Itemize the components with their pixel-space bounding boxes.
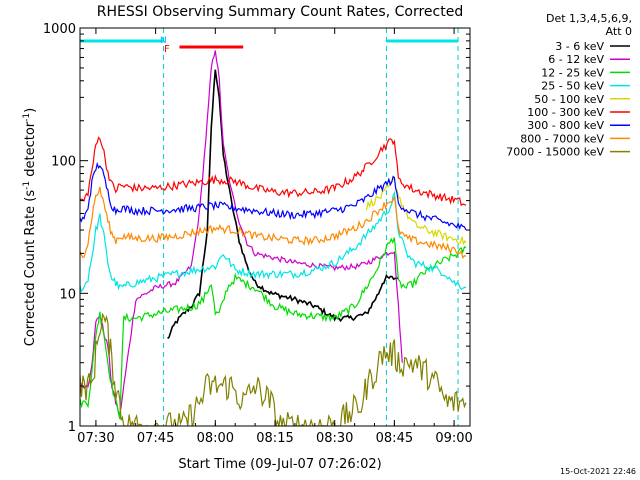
legend-label: 6 - 12 keV	[548, 53, 604, 66]
legend-label: 50 - 100 keV	[534, 93, 604, 106]
x-tick-label: 08:15	[256, 431, 293, 446]
x-tick-label: 07:45	[137, 431, 174, 446]
legend-label: 3 - 6 keV	[555, 40, 604, 53]
x-tick-label: 08:00	[197, 431, 234, 446]
legend-label: 25 - 50 keV	[541, 80, 604, 93]
legend-label: 800 - 7000 keV	[520, 132, 604, 145]
x-tick-label: 08:30	[316, 431, 353, 446]
legend-label: 100 - 300 keV	[527, 106, 604, 119]
y-tick-label: 1000	[43, 22, 76, 37]
series-line-8	[80, 312, 467, 426]
y-tick-label: 100	[51, 155, 76, 170]
marker-f: F	[164, 44, 170, 55]
series-line-7	[80, 186, 467, 260]
y-tick-label: 1	[68, 420, 76, 435]
x-tick-label: 07:30	[77, 431, 114, 446]
series-line-1	[80, 50, 403, 416]
y-tick-label: 10	[59, 287, 76, 302]
legend-header-line1: Det 1,3,4,5,6,9,	[546, 12, 632, 25]
x-axis-label: Start Time (09-Jul-07 07:26:02)	[178, 457, 381, 472]
series-line-4	[365, 175, 467, 246]
footer-date: 15-Oct-2021 22:46	[560, 467, 636, 476]
y-axis-label: Corrected Count Rate (s-1 detector-1)	[22, 108, 38, 346]
series-line-3	[80, 190, 467, 293]
chart-title: RHESSI Observing Summary Count Rates, Co…	[97, 4, 463, 20]
series-line-6	[80, 161, 467, 231]
legend-header-line2: Att 0	[606, 25, 632, 38]
x-tick-label: 09:00	[435, 431, 472, 446]
marker-n: N	[160, 36, 167, 46]
legend-label: 300 - 800 keV	[527, 119, 604, 132]
legend-label: 12 - 25 keV	[541, 66, 604, 79]
series-line-5	[80, 136, 467, 207]
x-tick-label: 08:45	[376, 431, 413, 446]
series-line-2	[80, 237, 467, 420]
legend-label: 7000 - 15000 keV	[506, 146, 604, 159]
